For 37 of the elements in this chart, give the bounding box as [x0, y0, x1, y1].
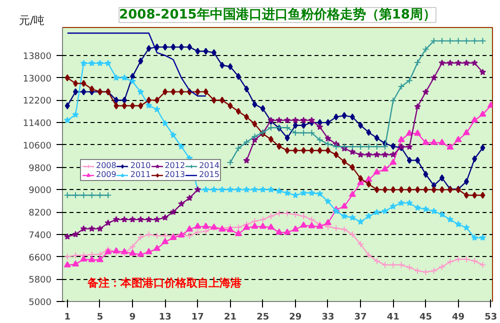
x-tick-label: 17 — [191, 312, 204, 322]
legend-label: 2008 — [96, 161, 116, 170]
x-tick-label: 45 — [419, 312, 432, 322]
y-tick-label: 9000 — [28, 186, 52, 196]
y-tick-label: 10600 — [22, 141, 52, 152]
x-tick-label: 25 — [256, 312, 270, 322]
x-tick-label: 13 — [158, 312, 172, 322]
legend-label: 2012 — [164, 161, 186, 170]
y-tick-label: 7400 — [28, 230, 52, 241]
legend-label: 2014 — [199, 161, 220, 170]
y-tick-label: 5000 — [28, 298, 52, 308]
x-tick-label: 9 — [129, 312, 136, 322]
y-tick-label: 5800 — [28, 276, 52, 286]
y-tick-label: 8200 — [28, 208, 52, 219]
y-tick-label: 13800 — [22, 52, 52, 62]
y-tick-label: 9800 — [28, 164, 52, 174]
x-tick-label: 41 — [386, 312, 400, 322]
x-tick-label: 1 — [64, 312, 71, 322]
chart-title: 2008-2015年中国港口进口鱼粉价格走势（第18周） — [119, 6, 436, 22]
y-tick-label: 13000 — [22, 74, 52, 84]
y-tick-label: 6600 — [28, 253, 52, 264]
x-tick-label: 37 — [354, 312, 367, 322]
x-tick-label: 29 — [289, 312, 302, 322]
annotation: 备注：本图港口价格取自上海港 — [86, 276, 242, 290]
y-axis-title: 元/吨 — [19, 13, 45, 29]
x-tick-label: 33 — [322, 312, 334, 322]
legend-label: 2011 — [130, 170, 151, 179]
x-tick-label: 49 — [452, 312, 465, 322]
legend-label: 2009 — [96, 170, 116, 179]
legend-label: 2013 — [164, 170, 186, 179]
legend-label: 2015 — [199, 170, 220, 179]
y-tick-label: 12200 — [22, 96, 52, 107]
x-tick-label: 53 — [484, 312, 498, 322]
legend-label: 2010 — [130, 161, 151, 170]
x-tick-label: 21 — [224, 312, 237, 322]
x-tick-label: 5 — [96, 312, 104, 322]
y-tick-label: 11400 — [22, 119, 52, 130]
